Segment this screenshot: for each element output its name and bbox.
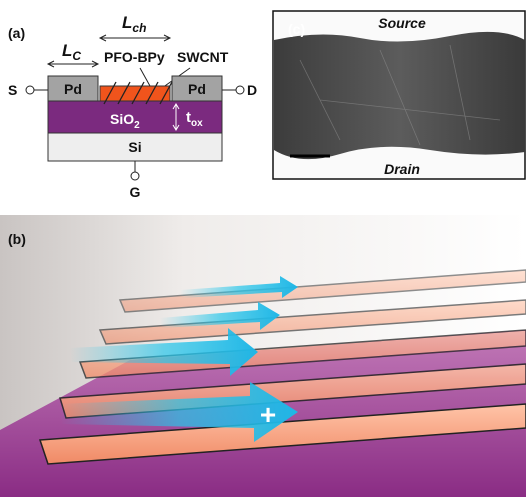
terminal bbox=[26, 86, 34, 94]
source-label: Source bbox=[378, 15, 426, 31]
terminal bbox=[236, 86, 244, 94]
symbol: L bbox=[122, 13, 132, 32]
charge-symbol: + bbox=[260, 399, 276, 430]
polymer-label: PFO-BPy bbox=[104, 49, 165, 65]
figure: (a) Lch LC PFO-BPy SWCNT Pd Pd SiO2 tox … bbox=[0, 0, 526, 497]
subscript: C bbox=[72, 49, 81, 63]
panel-a: (a) Lch LC PFO-BPy SWCNT Pd Pd SiO2 tox … bbox=[8, 13, 257, 200]
contact-length: LC bbox=[62, 41, 81, 63]
contact-label: Pd bbox=[188, 81, 206, 97]
panel-label: (a) bbox=[8, 25, 25, 41]
panel-b: + (b) bbox=[0, 215, 526, 497]
drain-label: D bbox=[247, 82, 257, 98]
nanotube-label: SWCNT bbox=[177, 49, 229, 65]
drain-label: Drain bbox=[384, 161, 420, 177]
panel-label: (b) bbox=[8, 231, 26, 247]
contact-label: Pd bbox=[64, 81, 82, 97]
subscript: ch bbox=[132, 21, 146, 35]
subscript: 2 bbox=[134, 120, 140, 131]
substrate-label: Si bbox=[128, 139, 141, 155]
panel-label: (c) bbox=[288, 21, 305, 37]
subscript: ox bbox=[191, 118, 203, 129]
gate-label: G bbox=[130, 184, 141, 200]
panel-c: (c) Source Drain bbox=[273, 11, 525, 179]
page: {"panel_a":{"label":"(a)","l_ch":{"symbo… bbox=[0, 0, 526, 497]
symbol: L bbox=[62, 41, 72, 60]
pointer bbox=[140, 68, 150, 86]
channel-length: Lch bbox=[122, 13, 146, 35]
source-label: S bbox=[8, 82, 17, 98]
terminal bbox=[131, 172, 139, 180]
text: SiO bbox=[110, 111, 134, 127]
